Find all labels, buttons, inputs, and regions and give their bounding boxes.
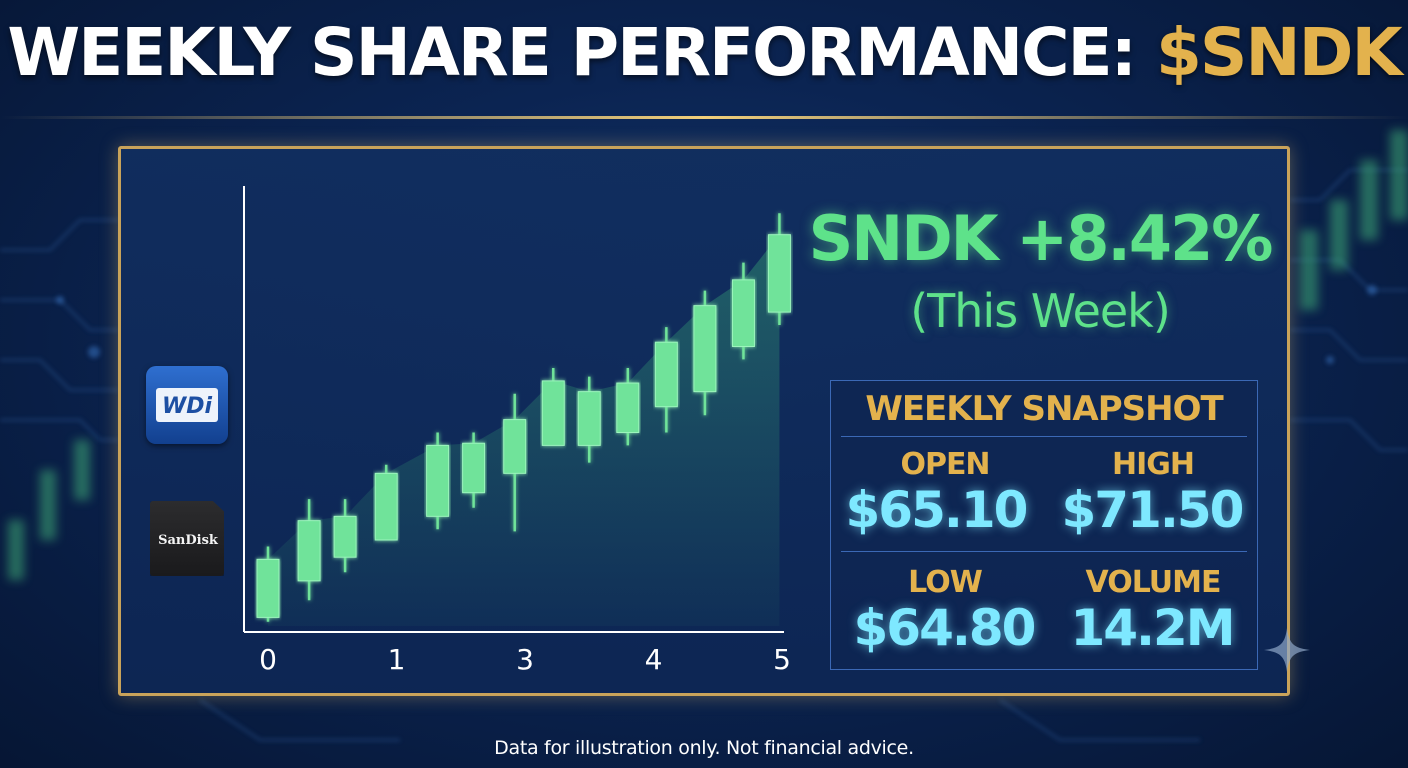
candle-body xyxy=(426,444,450,517)
snapshot-row-divider xyxy=(841,551,1247,552)
weekly-change-headline: SNDK +8.42% xyxy=(808,202,1274,275)
x-tick-label: 0 xyxy=(259,643,277,676)
x-tick-label: 3 xyxy=(516,643,534,676)
candle-body xyxy=(577,391,601,446)
candle-body xyxy=(374,472,398,541)
x-tick-label: 1 xyxy=(388,643,406,676)
title-ticker: $SNDK xyxy=(1155,14,1403,91)
candle-6 xyxy=(503,393,527,532)
sandisk-logo-mark: SanDisk xyxy=(158,533,219,548)
open-value: $65.10 xyxy=(845,481,1029,539)
candle-body xyxy=(503,419,527,474)
disclaimer-footer: Data for illustration only. Not financia… xyxy=(494,737,914,759)
candle-3 xyxy=(374,464,398,541)
sandisk-logo-text: SanDisk xyxy=(158,533,219,548)
page-title: WEEKLY SHARE PERFORMANCE: $SNDK xyxy=(0,14,1408,91)
candle-body xyxy=(541,380,565,446)
volume-value: 14.2M xyxy=(1070,599,1235,657)
sparkle-icon xyxy=(1264,628,1310,672)
open-label: OPEN xyxy=(900,447,990,482)
candle-5 xyxy=(462,432,486,508)
title-main: WEEKLY SHARE PERFORMANCE: xyxy=(7,14,1156,91)
low-label: LOW xyxy=(908,565,983,600)
candle-body xyxy=(693,305,717,393)
candle-11 xyxy=(693,290,717,416)
low-value: $64.80 xyxy=(853,599,1037,657)
candle-body xyxy=(767,234,791,313)
high-value: $71.50 xyxy=(1061,481,1245,539)
wd-logo-mark: WDi xyxy=(162,394,213,419)
candle-0 xyxy=(256,546,280,622)
high-label: HIGH xyxy=(1111,447,1195,482)
candle-9 xyxy=(616,368,640,446)
candle-12 xyxy=(731,262,755,360)
candle-body xyxy=(333,515,357,558)
volume-label: VOLUME xyxy=(1085,565,1222,600)
x-tick-label: 4 xyxy=(645,643,663,676)
snapshot-title-divider xyxy=(841,436,1247,437)
candle-body xyxy=(616,382,640,433)
candle-8 xyxy=(577,376,601,463)
candle-body xyxy=(297,520,321,582)
candle-10 xyxy=(654,327,678,433)
candle-4 xyxy=(426,432,450,530)
snapshot-title: WEEKLY SNAPSHOT xyxy=(865,389,1223,429)
x-tick-label: 5 xyxy=(773,643,791,676)
candle-body xyxy=(654,341,678,408)
wd-logo: WDi xyxy=(146,366,228,444)
candle-body xyxy=(256,558,280,618)
candle-7 xyxy=(541,368,565,446)
candle-body xyxy=(462,442,486,494)
wd-logo-plate xyxy=(156,388,218,422)
weekly-snapshot-box: WEEKLY SNAPSHOT OPEN HIGH $65.10 $71.50 … xyxy=(830,380,1258,670)
candle-body xyxy=(731,279,755,348)
weekly-change-period: (This Week) xyxy=(910,284,1171,338)
wd-logo-text: WDi xyxy=(162,394,213,419)
candle-1 xyxy=(297,499,321,601)
candle-13 xyxy=(767,213,791,325)
sandisk-logo: SanDisk xyxy=(150,501,224,576)
title-divider xyxy=(0,116,1408,119)
candle-2 xyxy=(333,499,357,573)
